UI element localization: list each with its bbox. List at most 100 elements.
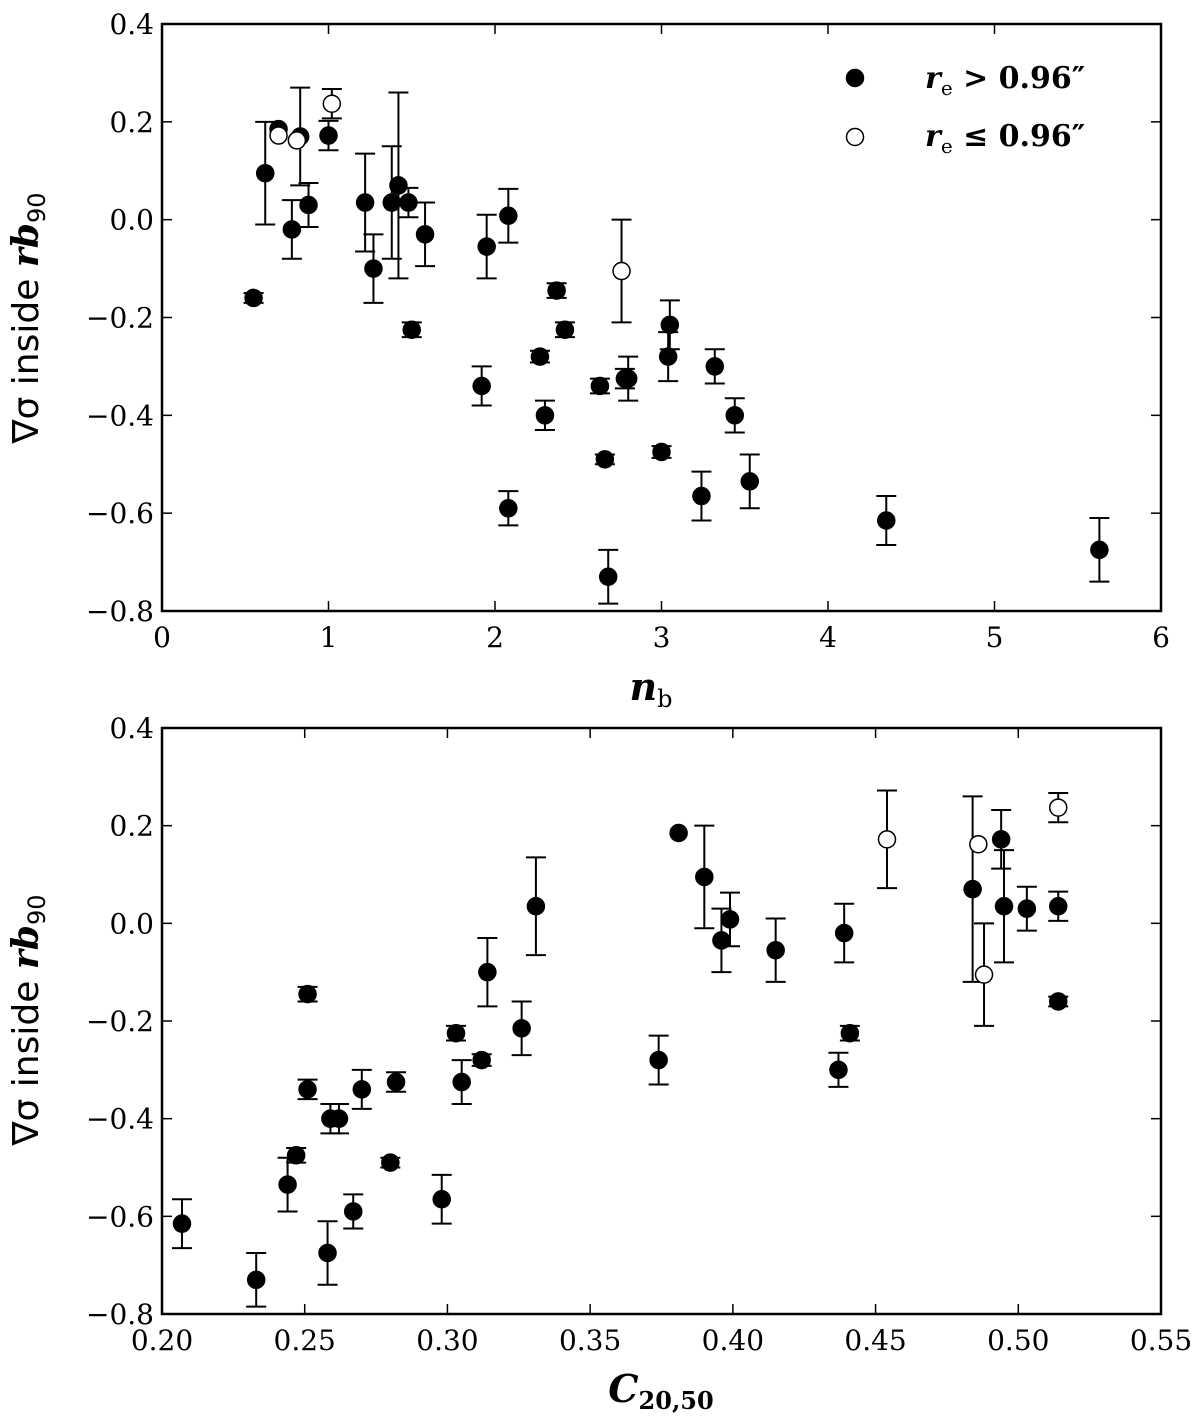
x-tick-label: 0 xyxy=(153,621,171,654)
top-y-axis-label: ∇σ inside rb90 xyxy=(5,192,51,444)
x-tick-label: 0.40 xyxy=(702,1324,764,1357)
legend-label-filled: re > 0.96″ xyxy=(925,61,1085,100)
data-point-filled xyxy=(318,1243,337,1263)
data-point-filled xyxy=(877,511,896,530)
data-point-open xyxy=(877,830,897,849)
x-tick-label: 5 xyxy=(986,621,1004,654)
data-point-filled xyxy=(595,450,615,469)
legend-open-marker-icon xyxy=(845,127,865,147)
data-point-open xyxy=(287,131,307,150)
data-point-filled xyxy=(298,1080,317,1099)
y-tick-label: −0.8 xyxy=(86,1298,154,1331)
x-tick-label: 0.50 xyxy=(987,1324,1049,1357)
data-point-filled xyxy=(547,281,566,300)
data-point-filled xyxy=(381,1153,400,1172)
data-point-filled xyxy=(725,406,745,425)
data-point-filled xyxy=(695,867,714,887)
data-point-filled xyxy=(478,962,497,982)
data-point-filled xyxy=(329,1109,349,1128)
data-point-filled xyxy=(705,357,725,376)
data-point-filled xyxy=(1090,540,1109,560)
data-point-open xyxy=(969,834,988,854)
y-tick-label: 0.2 xyxy=(109,810,154,843)
data-point-filled xyxy=(649,1050,668,1070)
data-point-filled xyxy=(991,830,1011,849)
y-tick-label: −0.6 xyxy=(86,1200,154,1233)
legend-label-open: re ≤ 0.96″ xyxy=(925,119,1085,158)
data-point-filled xyxy=(343,1202,363,1221)
data-point-filled xyxy=(364,259,383,278)
data-point-filled xyxy=(286,1146,306,1165)
x-tick-label: 4 xyxy=(819,621,837,654)
data-point-filled xyxy=(319,126,338,145)
y-tick-label: −0.4 xyxy=(86,399,154,432)
bottom-data-marks xyxy=(171,789,1069,1308)
data-point-filled xyxy=(840,1023,860,1043)
data-point-filled xyxy=(499,499,518,518)
data-point-open xyxy=(1048,798,1068,817)
data-point-filled xyxy=(963,879,982,899)
data-point-filled xyxy=(299,195,318,215)
x-tick-label: 1 xyxy=(320,621,338,654)
y-tick-label: 0.2 xyxy=(109,106,154,139)
y-tick-label: 0.0 xyxy=(109,907,154,940)
data-point-filled xyxy=(432,1189,451,1209)
data-point-filled xyxy=(255,163,275,183)
data-point-filled xyxy=(278,1175,297,1194)
data-point-filled xyxy=(530,347,550,366)
data-point-filled xyxy=(446,1023,466,1043)
data-point-filled xyxy=(244,288,263,308)
data-point-filled xyxy=(618,369,638,388)
data-point-filled xyxy=(652,442,671,462)
data-point-filled xyxy=(472,1050,491,1070)
bottom-y-axis-label: ∇σ inside rb90 xyxy=(5,894,51,1146)
data-point-filled xyxy=(660,315,680,335)
data-point-filled xyxy=(526,896,546,916)
data-point-open xyxy=(269,126,288,145)
data-point-filled xyxy=(598,567,618,587)
data-point-filled xyxy=(590,376,610,396)
data-point-filled xyxy=(352,1080,372,1099)
x-tick-label: 0.35 xyxy=(559,1324,621,1357)
data-point-filled xyxy=(1017,899,1037,918)
y-tick-label: −0.6 xyxy=(86,497,154,530)
legend: re > 0.96″ re ≤ 0.96″ xyxy=(845,61,1085,158)
data-point-filled xyxy=(389,176,408,195)
x-tick-label: 0.30 xyxy=(416,1324,478,1357)
data-point-filled xyxy=(512,1019,531,1038)
data-point-filled xyxy=(740,472,759,491)
top-data-marks xyxy=(243,86,1110,605)
data-point-filled xyxy=(1048,992,1068,1011)
data-point-filled xyxy=(386,1072,406,1092)
y-tick-label: 0.4 xyxy=(109,712,154,745)
data-point-filled xyxy=(172,1214,192,1233)
data-point-filled xyxy=(399,193,418,212)
bottom-axis-ticks: 0.20 0.25 0.30 0.35 0.40 0.45 0.50 0.55 −0.8 −0.6… xyxy=(86,712,1192,1357)
x-tick-label: 6 xyxy=(1152,621,1170,654)
data-point-filled xyxy=(834,923,854,943)
data-point-filled xyxy=(499,206,518,226)
top-x-axis-label: nb xyxy=(629,664,672,713)
data-point-filled xyxy=(298,984,317,1004)
data-point-filled xyxy=(669,823,688,843)
y-tick-label: −0.4 xyxy=(86,1103,154,1136)
data-point-filled xyxy=(829,1060,848,1080)
data-point-filled xyxy=(766,940,785,960)
y-tick-label: −0.8 xyxy=(86,595,154,628)
data-point-filled xyxy=(720,910,740,929)
top-axis-ticks: 0 1 2 3 4 5 6 −0.8 −0.6 −0.4 −0.2 0.0 0.2 0.4 xyxy=(86,8,1170,654)
data-point-filled xyxy=(1048,896,1068,916)
x-tick-label: 0.55 xyxy=(1130,1324,1192,1357)
y-tick-label: −0.2 xyxy=(86,302,154,335)
data-point-filled xyxy=(472,376,491,396)
bottom-panel: 0.20 0.25 0.30 0.35 0.40 0.45 0.50 0.55 −0.8 −0.6… xyxy=(5,712,1192,1415)
data-point-filled xyxy=(555,320,575,339)
top-panel: 0 1 2 3 4 5 6 −0.8 −0.6 −0.4 −0.2 0.0 0.2 0.4 re > 0.… xyxy=(5,8,1170,713)
x-tick-label: 2 xyxy=(486,621,504,654)
bottom-x-axis-label: C20,50 xyxy=(608,1366,713,1415)
x-tick-label: 0.25 xyxy=(274,1324,336,1357)
y-tick-label: 0.4 xyxy=(109,8,154,41)
data-point-filled xyxy=(692,486,711,506)
legend-filled-marker-icon xyxy=(845,68,865,88)
